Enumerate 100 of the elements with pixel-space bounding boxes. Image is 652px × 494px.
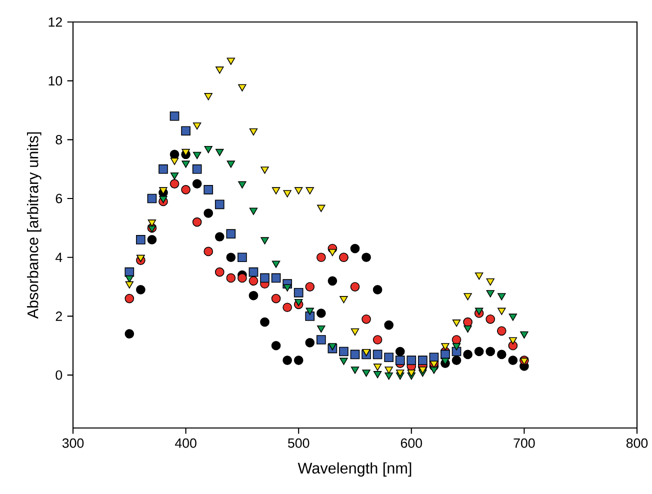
point xyxy=(182,160,190,168)
point xyxy=(294,187,303,194)
point xyxy=(362,370,370,377)
point xyxy=(486,290,494,298)
point xyxy=(372,285,382,294)
point xyxy=(441,343,450,350)
point xyxy=(463,350,472,360)
point xyxy=(317,325,326,333)
point xyxy=(406,356,416,365)
point xyxy=(271,273,281,283)
point xyxy=(181,185,190,194)
point xyxy=(282,356,292,365)
point xyxy=(238,181,246,188)
y-tick-label: 6 xyxy=(56,194,62,204)
point xyxy=(373,364,382,371)
point xyxy=(463,317,472,327)
point xyxy=(181,126,190,136)
point xyxy=(214,267,224,277)
point xyxy=(498,293,506,300)
point xyxy=(418,356,428,365)
x-tick-label: 600 xyxy=(400,438,422,448)
point xyxy=(248,290,258,300)
point xyxy=(238,252,247,262)
point xyxy=(395,346,405,356)
x-axis-title: Wavelength [nm] xyxy=(298,462,412,477)
point xyxy=(441,358,450,365)
point xyxy=(464,293,472,300)
point xyxy=(452,320,461,327)
point xyxy=(159,196,168,204)
point xyxy=(486,314,496,324)
point xyxy=(214,232,224,242)
point xyxy=(226,160,236,168)
point xyxy=(452,343,461,350)
y-tick-label: 12 xyxy=(48,17,62,27)
point xyxy=(216,66,224,74)
point xyxy=(248,267,258,277)
point xyxy=(496,350,506,360)
point xyxy=(316,335,326,344)
point xyxy=(362,348,370,356)
point xyxy=(328,248,337,256)
point xyxy=(170,158,179,165)
point xyxy=(170,179,180,188)
point xyxy=(350,350,360,360)
point xyxy=(158,164,168,174)
point xyxy=(170,111,180,121)
point xyxy=(204,246,214,256)
point xyxy=(125,281,134,289)
point xyxy=(305,312,315,321)
point xyxy=(226,229,236,238)
point xyxy=(159,187,168,194)
point xyxy=(260,273,270,283)
point xyxy=(384,366,393,374)
point xyxy=(486,278,494,286)
point xyxy=(520,331,528,339)
point xyxy=(147,194,157,204)
point xyxy=(464,325,472,333)
y-tick-label: 4 xyxy=(56,252,62,262)
point xyxy=(474,272,484,280)
point xyxy=(192,152,202,160)
point xyxy=(260,317,270,327)
point xyxy=(328,343,337,350)
point xyxy=(136,235,146,244)
point xyxy=(283,284,292,292)
point xyxy=(238,84,246,92)
point xyxy=(350,282,360,292)
y-tick-label: 2 xyxy=(56,312,62,321)
point xyxy=(317,204,326,212)
point xyxy=(474,346,484,356)
point xyxy=(508,337,518,344)
point xyxy=(407,370,416,377)
point xyxy=(260,237,269,244)
point xyxy=(328,276,338,286)
point xyxy=(283,190,292,198)
point xyxy=(226,273,236,283)
point xyxy=(204,93,212,100)
point xyxy=(418,366,427,374)
point xyxy=(339,346,348,356)
point xyxy=(260,166,269,174)
point xyxy=(372,335,382,344)
point xyxy=(249,208,258,215)
point xyxy=(395,356,405,365)
point xyxy=(340,358,348,365)
point xyxy=(192,217,202,227)
point xyxy=(238,273,247,283)
point xyxy=(362,252,371,262)
point xyxy=(373,371,382,378)
point xyxy=(384,320,394,330)
point xyxy=(306,308,314,315)
point xyxy=(486,346,496,356)
point xyxy=(226,58,236,65)
y-tick-label: 8 xyxy=(56,134,62,144)
point xyxy=(214,200,224,210)
point xyxy=(452,335,462,344)
point xyxy=(384,372,393,380)
point xyxy=(294,288,304,298)
point xyxy=(362,314,371,324)
point xyxy=(282,302,292,312)
point xyxy=(170,172,179,180)
point xyxy=(305,282,315,292)
point xyxy=(271,294,281,304)
